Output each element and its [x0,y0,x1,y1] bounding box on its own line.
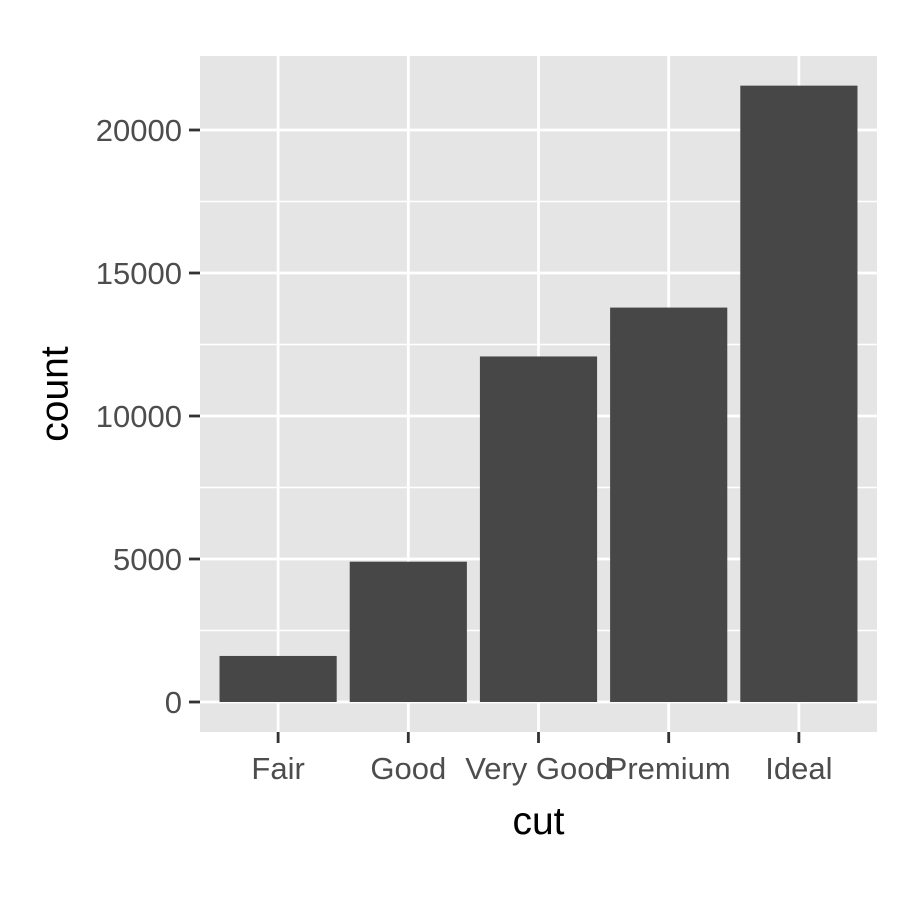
y-axis-title: count [34,346,77,442]
bar-very-good [479,356,598,702]
bar-good [349,561,467,702]
y-tick-label: 5000 [113,542,182,577]
x-tick-label: Good [370,751,446,786]
x-tick-label: Very Good [465,751,611,786]
x-tick-label: Fair [251,751,304,786]
bars [219,85,858,702]
bar-fair [219,655,337,702]
y-tick-label: 15000 [96,256,182,291]
x-tick-label: Ideal [765,751,832,786]
x-axis-title: cut [512,800,564,843]
x-tick-label: Premium [607,751,731,786]
y-tick-label: 0 [165,685,182,720]
y-axis: 0 5000 10000 15000 20000 [96,113,200,720]
bar-ideal [740,85,858,702]
y-tick-label: 10000 [96,399,182,434]
y-tick-label: 20000 [96,113,182,148]
bar-premium [610,307,728,702]
